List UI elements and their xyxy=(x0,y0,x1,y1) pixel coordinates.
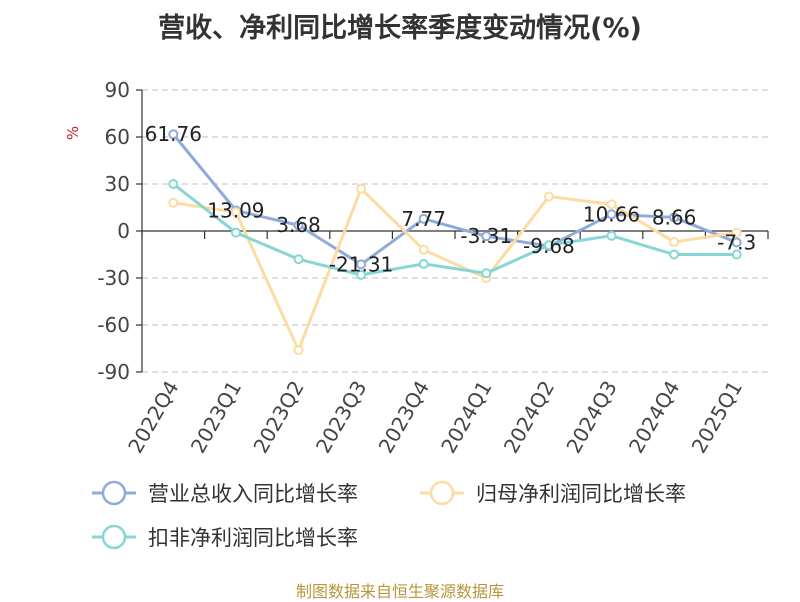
data-point xyxy=(356,183,367,194)
chart-title: 营收、净利同比增长率季度变动情况(%) xyxy=(158,13,642,44)
data-point xyxy=(293,254,304,265)
legend-item-2[interactable]: 扣非净利润同比增长率 xyxy=(92,524,358,550)
y-tick-label: -60 xyxy=(97,313,130,337)
data-point xyxy=(731,227,742,238)
data-point xyxy=(356,269,367,280)
legend-item-0[interactable]: 营业总收入同比增长率 xyxy=(92,480,358,506)
data-point xyxy=(669,236,680,247)
data-label: 13.09 xyxy=(207,198,264,222)
x-tick-label: 2023Q3 xyxy=(311,377,371,458)
legend-marker xyxy=(101,524,127,550)
data-point xyxy=(418,213,429,224)
data-point xyxy=(669,249,680,260)
x-tick-label: 2022Q4 xyxy=(123,377,183,458)
data-point xyxy=(543,240,554,251)
series-lines xyxy=(168,129,742,356)
y-tick-label: -90 xyxy=(97,360,130,384)
x-tick-label: 2024Q3 xyxy=(561,377,621,458)
data-point xyxy=(731,249,742,260)
data-point xyxy=(731,237,742,248)
x-tick-label: 2025Q1 xyxy=(687,377,747,458)
source-note: 制图数据来自恒生聚源数据库 xyxy=(295,582,504,601)
x-tick-label: 2024Q2 xyxy=(499,377,559,458)
data-point xyxy=(481,268,492,279)
data-point xyxy=(543,191,554,202)
legend-label: 扣非净利润同比增长率 xyxy=(148,526,358,550)
x-tick-label: 2023Q1 xyxy=(186,377,246,458)
x-tick-label: 2024Q4 xyxy=(624,377,684,458)
x-tick-label: 2024Q1 xyxy=(436,377,496,458)
data-point xyxy=(168,179,179,189)
data-point xyxy=(230,207,241,218)
data-point xyxy=(168,197,179,208)
y-tick-label: 90 xyxy=(105,78,130,102)
legend-label: 归母净利润同比增长率 xyxy=(476,482,686,506)
series-line-2 xyxy=(172,182,737,277)
data-point xyxy=(418,258,429,269)
data-point xyxy=(293,220,304,231)
data-point xyxy=(418,244,429,255)
y-tick-label: 30 xyxy=(105,172,130,196)
series-line-0 xyxy=(172,133,738,266)
series-line-1 xyxy=(173,187,737,352)
data-point xyxy=(606,209,617,220)
data-label: 8.66 xyxy=(652,205,697,229)
x-tick-label: 2023Q2 xyxy=(248,377,308,458)
legend-marker xyxy=(429,480,455,506)
data-labels: 61.76 13.09 3.68 -21.31 7.77 -3.31 -9.68 10.66 8… xyxy=(145,122,757,276)
data-label: -21.31 xyxy=(329,252,393,276)
data-label: 3.68 xyxy=(276,213,321,237)
legend-item-1[interactable]: 归母净利润同比增长率 xyxy=(420,480,686,506)
data-point xyxy=(293,345,304,356)
data-label: -9.68 xyxy=(523,234,575,258)
data-point xyxy=(481,231,492,242)
y-axis-label: % xyxy=(64,126,82,140)
data-label: 7.77 xyxy=(401,207,446,231)
y-tick-label: -30 xyxy=(97,266,130,290)
data-point xyxy=(606,230,617,241)
data-point xyxy=(168,129,179,140)
data-label: -7.3 xyxy=(717,230,756,254)
data-label: -3.31 xyxy=(460,224,512,248)
data-point xyxy=(230,227,241,238)
data-point xyxy=(606,199,617,210)
x-tick-label: 2023Q4 xyxy=(374,377,434,458)
data-point xyxy=(356,259,367,270)
legend-marker xyxy=(101,480,127,506)
data-label: 61.76 xyxy=(145,122,202,146)
y-tick-label: 0 xyxy=(117,219,130,243)
y-tick-label: 60 xyxy=(105,125,130,149)
legend-label: 营业总收入同比增长率 xyxy=(148,482,358,506)
data-label: 10.66 xyxy=(583,202,640,226)
gridlines xyxy=(142,89,768,373)
data-point xyxy=(669,212,680,223)
